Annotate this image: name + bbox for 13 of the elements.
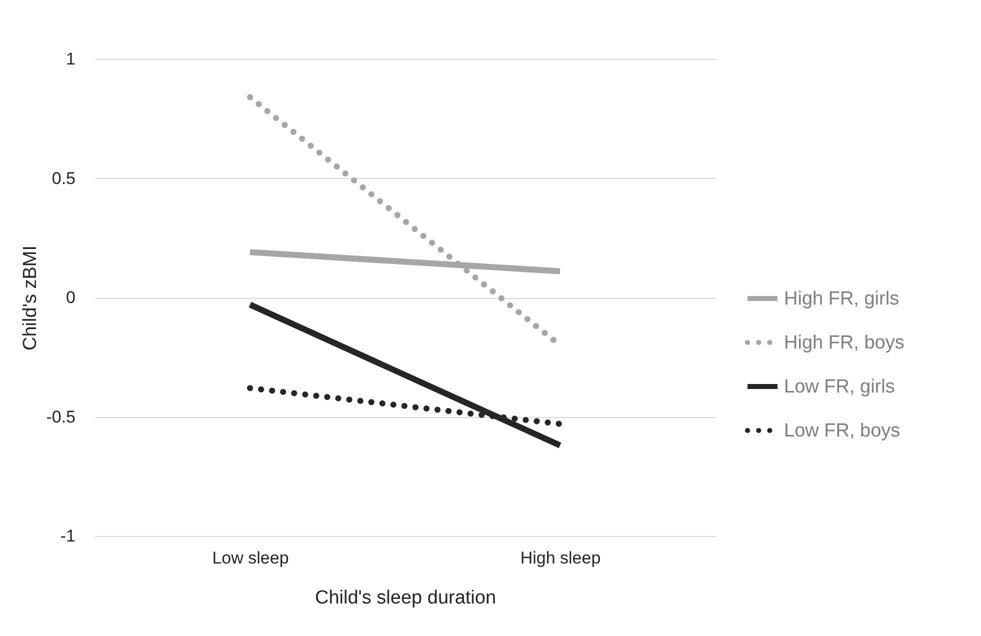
legend-label: High FR, girls xyxy=(784,288,900,310)
x-tick-label: Low sleep xyxy=(212,548,289,568)
y-tick-label: -1 xyxy=(60,526,76,546)
y-axis-title: Child's zBMI xyxy=(20,246,42,350)
legend-label: High FR, boys xyxy=(784,332,904,354)
y-tick-label: 0 xyxy=(66,288,76,307)
y-tick-label: 1 xyxy=(66,50,76,68)
legend-label: Low FR, boys xyxy=(784,420,900,442)
x-axis-title: Child's sleep duration xyxy=(314,588,496,608)
x-tick-label: High sleep xyxy=(520,548,601,568)
legend-label: Low FR, girls xyxy=(784,376,895,398)
y-tick-label: 0.5 xyxy=(52,168,76,188)
y-tick-label: -0.5 xyxy=(46,407,76,426)
